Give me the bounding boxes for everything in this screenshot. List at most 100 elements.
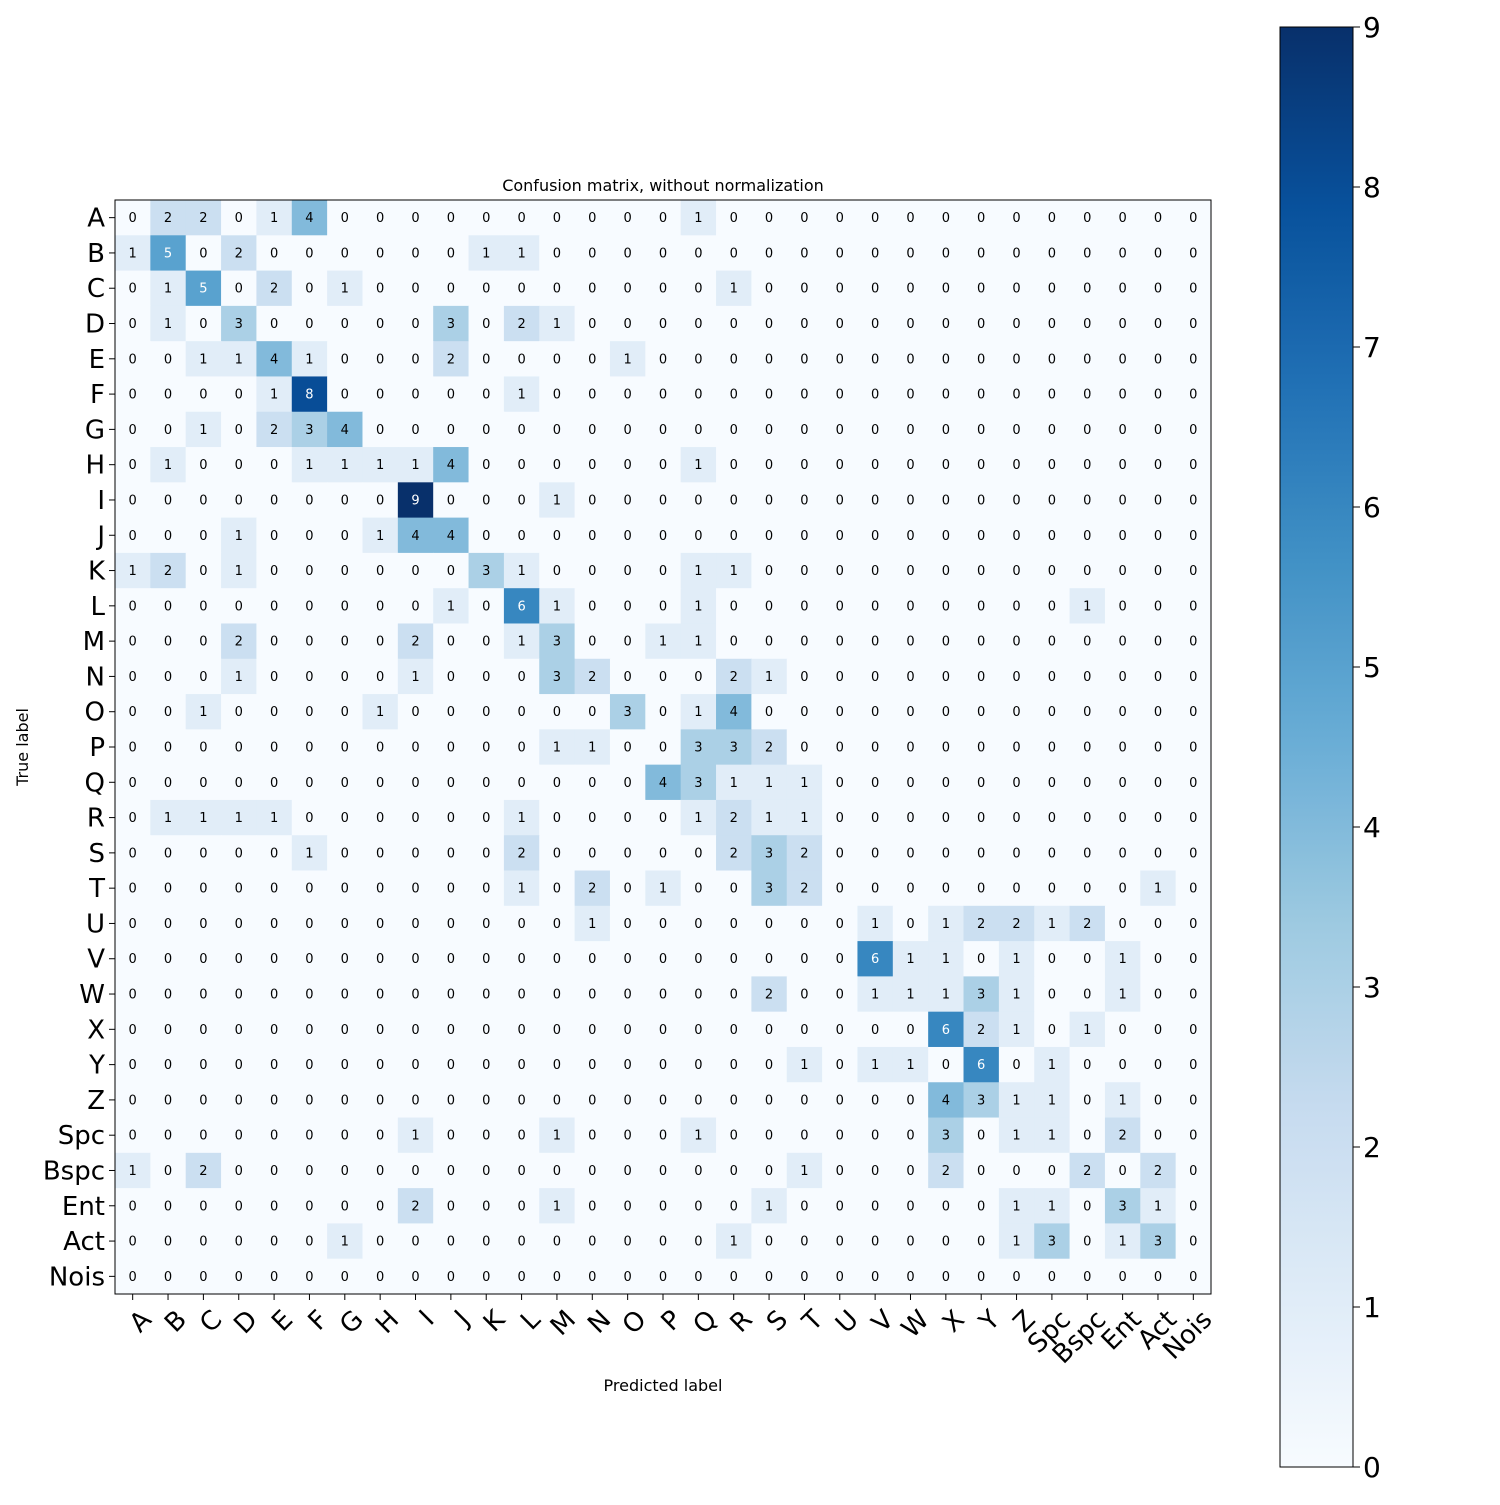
cell-value-L-Q: 1 [694,599,702,614]
cell-value-K-C: 0 [199,564,207,579]
cell-value-R-Bspc: 0 [1083,811,1091,826]
heatmap-cell-Q-N [574,764,611,801]
cell-value-L-T: 0 [800,599,808,614]
cell-value-Z-S: 0 [765,1093,773,1108]
cell-value-F-B: 0 [164,388,172,403]
heatmap-cell-Z-A [115,1082,151,1119]
heatmap-cell-U-Bspc [1069,905,1106,942]
cell-value-N-L: 0 [517,670,525,685]
heatmap-cell-E-S [751,341,788,378]
cell-value-X-K: 0 [482,1023,490,1038]
heatmap-cell-T-I [397,870,434,907]
heatmap-cell-Spc-W [892,1117,929,1154]
heatmap-cell-Y-R [716,1046,752,1083]
cell-value-X-F: 0 [305,1023,313,1038]
y-tick-label-L: L [91,592,106,622]
heatmap-cell-Q-Z [998,764,1035,801]
heatmap-cell-G-Q [680,411,717,448]
cell-value-F-L: 1 [517,388,525,403]
heatmap-cell-B-P [645,235,682,272]
heatmap-cell-F-L [503,376,540,413]
cell-value-Z-B: 0 [164,1093,172,1108]
cell-value-H-H: 1 [376,458,384,473]
heatmap-cell-L-Act [1140,588,1177,625]
cell-value-L-F: 0 [305,599,313,614]
cell-value-F-Spc: 0 [1048,388,1056,403]
heatmap-cell-F-N [574,376,611,413]
cell-value-Ent-O: 0 [624,1199,632,1214]
cell-value-N-O: 0 [624,670,632,685]
heatmap-cell-Spc-J [433,1117,470,1154]
heatmap-cell-O-V [857,694,894,730]
cell-value-K-Act: 0 [1154,564,1162,579]
cell-value-R-E: 1 [270,811,278,826]
cell-value-X-Q: 0 [694,1023,702,1038]
cell-value-W-K: 0 [482,988,490,1003]
cell-value-V-R: 0 [730,952,738,967]
cell-value-F-G: 0 [341,388,349,403]
cell-value-K-E: 0 [270,564,278,579]
heatmap-cell-W-O [609,976,646,1013]
heatmap-cell-R-T [786,799,823,836]
cell-value-Bspc-S: 0 [765,1164,773,1179]
cell-value-Bspc-P: 0 [659,1164,667,1179]
cell-value-Act-Act: 3 [1154,1235,1162,1250]
heatmap-cell-M-Act [1140,623,1177,660]
cell-value-A-R: 0 [730,211,738,226]
heatmap-cell-B-Y [963,235,1000,272]
heatmap-cell-T-Nois [1175,870,1212,907]
cell-value-N-E: 0 [270,670,278,685]
heatmap-cell-K-V [857,552,894,589]
heatmap-cell-Bspc-H [362,1152,399,1189]
heatmap-cell-F-Spc [1034,376,1071,413]
cell-value-Ent-Nois: 0 [1189,1199,1197,1214]
heatmap-cell-H-Act [1140,447,1177,483]
cell-value-Spc-L: 0 [517,1129,525,1144]
heatmap-cell-L-G [327,588,364,625]
cell-value-H-Nois: 0 [1189,458,1197,473]
cell-value-L-M: 1 [553,599,561,614]
heatmap-cell-Ent-D [221,1188,258,1225]
heatmap-cell-X-H [362,1011,399,1048]
cell-value-Nois-Nois: 0 [1189,1270,1197,1285]
heatmap-cell-J-H [362,517,399,554]
heatmap-cell-Act-U [822,1223,859,1260]
cell-value-P-N: 1 [588,741,596,756]
heatmap-cell-K-D [221,552,258,589]
heatmap-cell-Bspc-Z [998,1152,1035,1189]
cell-value-G-D: 0 [235,423,243,438]
heatmap-cell-F-H [362,376,399,413]
cell-value-Spc-Bspc: 0 [1083,1129,1091,1144]
heatmap-cell-S-Z [998,835,1035,872]
heatmap-cell-Q-H [362,764,399,801]
cell-value-U-Bspc: 2 [1083,917,1091,932]
heatmap-cell-S-D [221,835,258,872]
heatmap-cell-V-F [291,941,328,977]
cell-value-G-Bspc: 0 [1083,423,1091,438]
cell-value-Y-J: 0 [447,1058,455,1073]
heatmap-cell-I-E [256,482,293,519]
cell-value-Act-G: 1 [341,1235,349,1250]
cell-value-L-Ent: 0 [1118,599,1126,614]
x-tick-label-F: F [303,1305,335,1337]
cell-value-H-Ent: 0 [1118,458,1126,473]
y-tick-label-B: B [87,239,105,269]
heatmap-cell-Y-N [574,1046,611,1083]
heatmap-cell-Nois-D [221,1258,258,1295]
cell-value-V-Act: 0 [1154,952,1162,967]
cell-value-B-M: 0 [553,246,561,261]
y-tick-label-P: P [89,733,105,763]
heatmap-cell-Spc-D [221,1117,258,1154]
heatmap-cell-N-E [256,658,293,695]
cell-value-C-Y: 0 [977,282,985,297]
heatmap-cell-P-K [468,729,505,766]
cell-value-H-P: 0 [659,458,667,473]
heatmap-cell-D-K [468,305,505,342]
heatmap-cell-Act-S [751,1223,788,1260]
cell-value-M-X: 0 [942,635,950,650]
cell-value-U-Act: 0 [1154,917,1162,932]
heatmap-cell-H-Q [680,447,717,483]
heatmap-cell-B-U [822,235,859,272]
cell-value-S-G: 0 [341,846,349,861]
